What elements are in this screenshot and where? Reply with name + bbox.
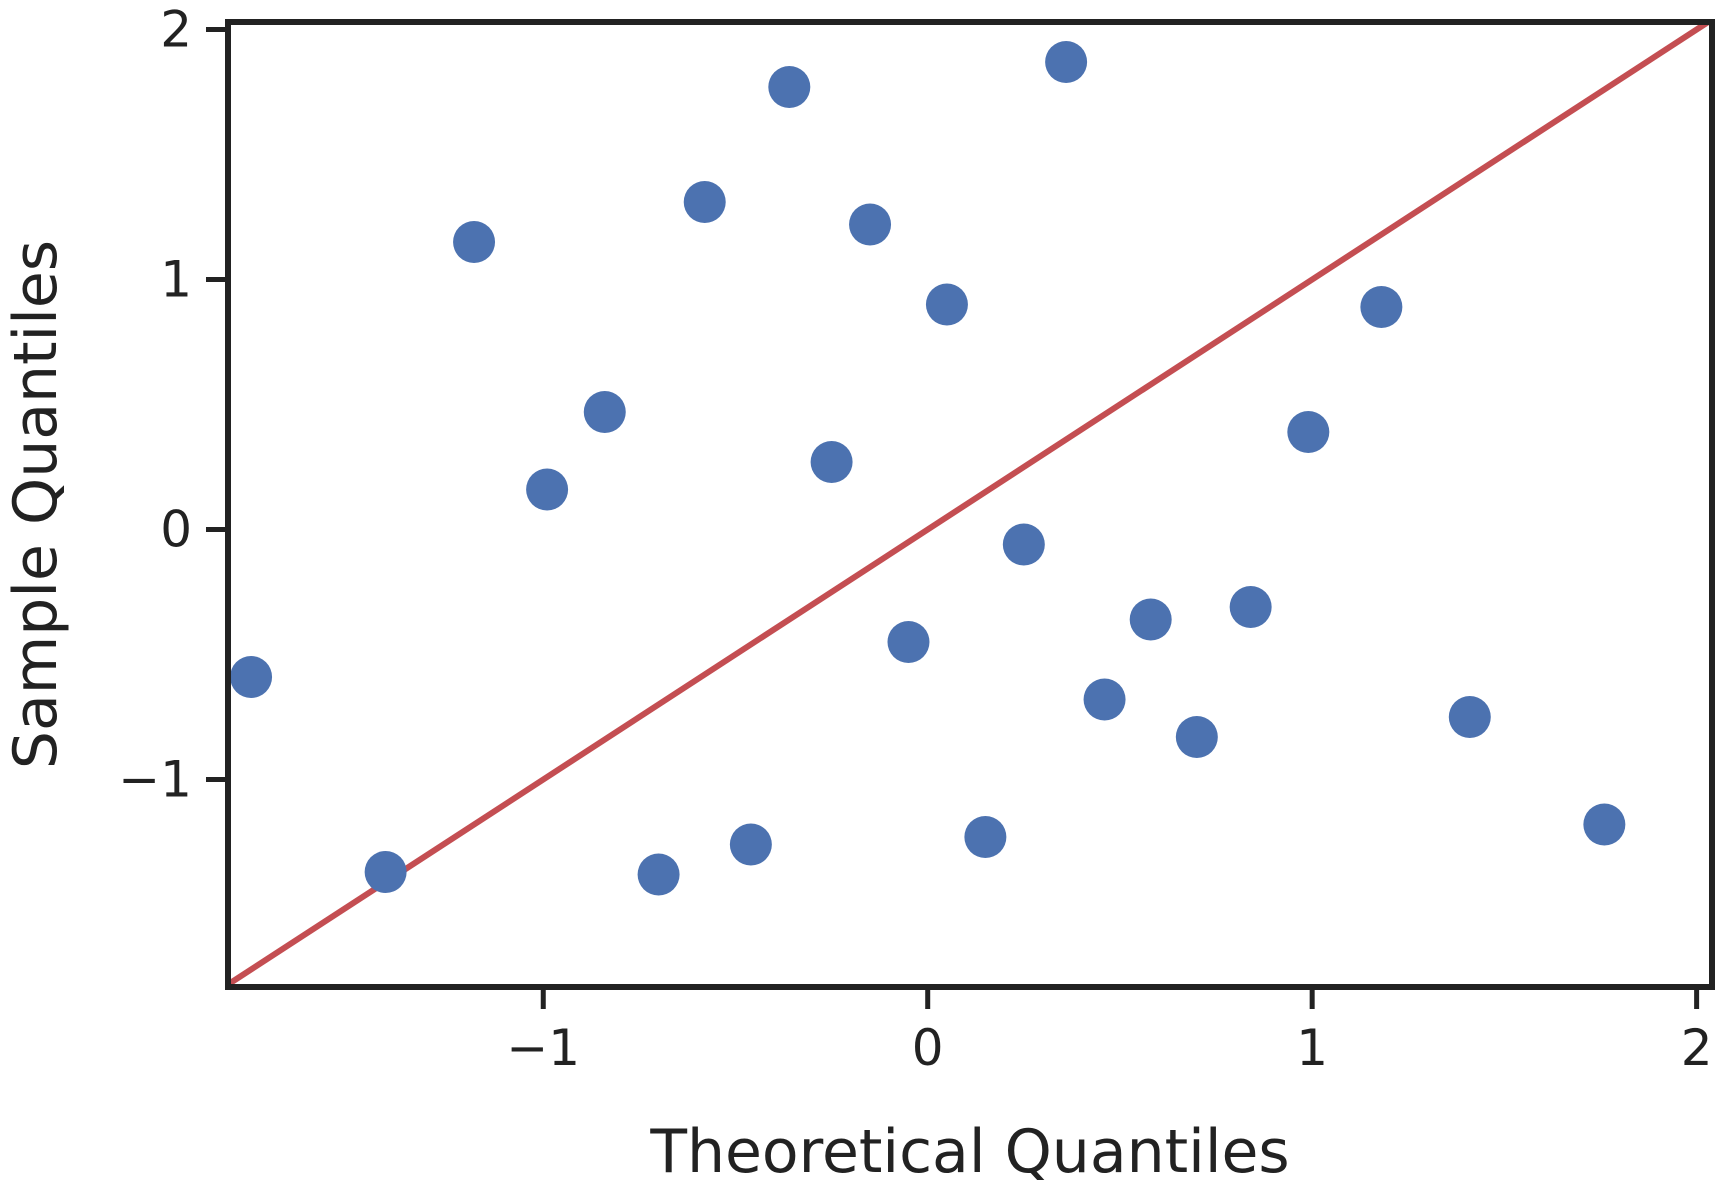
data-point — [1360, 286, 1403, 328]
reference-line — [228, 22, 1712, 987]
data-point — [1287, 411, 1330, 453]
y-tick-label: 2 — [160, 1, 192, 59]
data-point — [1229, 586, 1272, 628]
data-point — [453, 221, 496, 263]
data-point — [583, 391, 626, 433]
data-point — [1129, 598, 1172, 641]
y-axis-label: Sample Quantiles — [1, 240, 71, 769]
x-tick-label: 0 — [912, 1019, 944, 1077]
plot-frame — [225, 19, 1715, 990]
x-tick-label: 2 — [1681, 1019, 1713, 1077]
x-tick-label: −1 — [506, 1019, 580, 1077]
data-point — [364, 851, 407, 893]
reference-line-group — [228, 22, 1712, 987]
data-point — [683, 181, 726, 223]
data-point — [1583, 803, 1626, 846]
y-tick-label: 0 — [160, 501, 192, 559]
data-point — [1175, 716, 1218, 758]
data-point — [768, 66, 811, 108]
y-tick-label: −1 — [118, 751, 192, 809]
data-points — [230, 41, 1626, 896]
data-point — [1002, 523, 1045, 566]
data-point — [1045, 41, 1088, 83]
data-point — [1448, 696, 1491, 738]
x-axis-label: Theoretical Quantiles — [649, 1117, 1289, 1187]
data-point — [810, 441, 853, 483]
data-point — [230, 656, 273, 698]
data-point — [964, 816, 1007, 858]
y-tick-label: 1 — [160, 251, 192, 309]
data-point — [637, 853, 680, 896]
data-point — [729, 823, 772, 866]
x-tick-label: 1 — [1296, 1019, 1328, 1077]
y-axis-ticks: −1 0 1 2 — [118, 1, 228, 809]
data-point — [1083, 678, 1126, 721]
data-point — [849, 203, 892, 246]
data-point — [526, 468, 569, 511]
data-point — [887, 621, 930, 663]
x-axis-ticks: −1 0 1 2 — [506, 987, 1713, 1077]
data-point — [925, 283, 968, 326]
